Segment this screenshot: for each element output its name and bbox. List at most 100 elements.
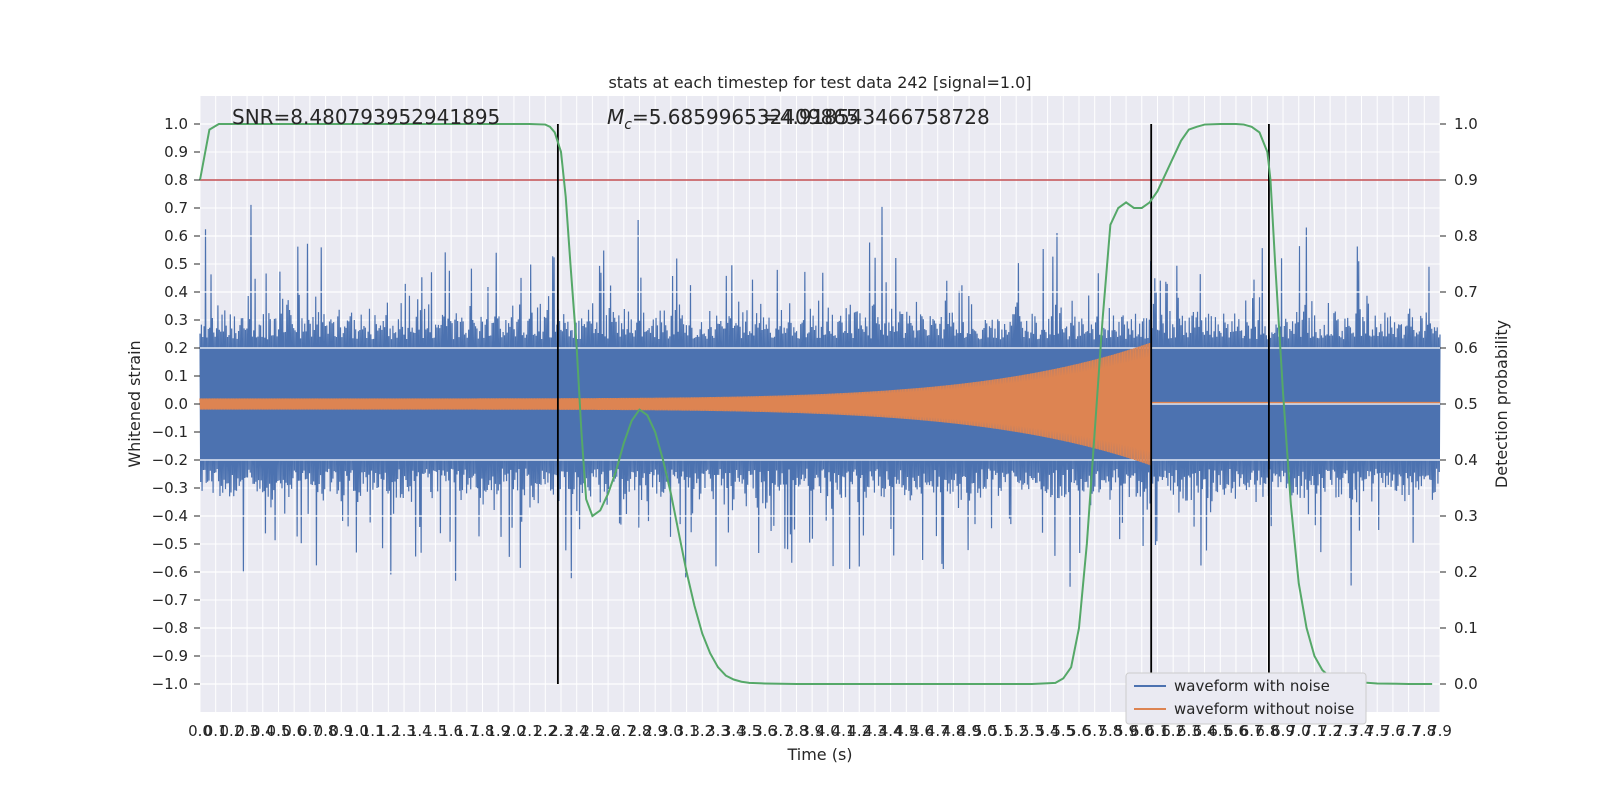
x-tick-label: 7.2 (1318, 722, 1342, 740)
x-tick-label: 6.4 (1193, 722, 1217, 740)
clean-trace (199, 342, 1440, 466)
y-tick-label-right: 0.9 (1454, 171, 1478, 189)
x-tick-label: 5.8 (1098, 722, 1122, 740)
x-tick-label: 1.9 (486, 722, 510, 740)
x-tick-label: 3.0 (659, 722, 683, 740)
y-tick-label-left: 0.1 (164, 367, 188, 385)
x-tick-label: 5.9 (1114, 722, 1138, 740)
y-tick-label-right: 0.5 (1454, 395, 1478, 413)
y-axis-label-left: Whitened strain (125, 340, 144, 467)
x-tick-label: 7.3 (1334, 722, 1358, 740)
x-tick-label: 5.5 (1051, 722, 1075, 740)
x-tick-label: 0.9 (329, 722, 353, 740)
y-tick-label-left: −0.3 (152, 479, 188, 497)
x-tick-label: 2.4 (565, 722, 589, 740)
y-tick-label-right: 0.0 (1454, 675, 1478, 693)
y-axis-label-right: Detection probability (1492, 320, 1511, 488)
x-tick-label: 2.0 (502, 722, 526, 740)
legend-label-clean: waveform without noise (1174, 700, 1354, 718)
x-tick-label: 2.7 (612, 722, 636, 740)
x-tick-label: 3.7 (769, 722, 793, 740)
y-tick-label-left: 0.0 (164, 395, 188, 413)
x-tick-label: 7.0 (1287, 722, 1311, 740)
x-tick-label: 5.1 (989, 722, 1013, 740)
chirp-mass-symbol: M (607, 105, 624, 129)
x-tick-label: 7.7 (1397, 722, 1421, 740)
y-tick-label-left: 0.2 (164, 339, 188, 357)
x-tick-label: 3.3 (706, 722, 730, 740)
x-tick-label: 4.4 (879, 722, 903, 740)
chirp-mass-value: =5.685996532409865 (632, 105, 859, 129)
x-tick-label: 4.9 (957, 722, 981, 740)
x-tick-label: 7.5 (1365, 722, 1389, 740)
y-tick-labels-left: −1.0 −0.9 −0.8 −0.7 −0.6 −0.5 −0.4 −0.3 −0.2 −0.1… (152, 115, 200, 693)
x-tick-label: 7.8 (1412, 722, 1436, 740)
x-tick-label: 1.3 (392, 722, 416, 740)
x-tick-label: 1.6 (439, 722, 463, 740)
x-tick-label: 1.8 (471, 722, 495, 740)
x-tick-label: 4.6 (910, 722, 934, 740)
legend-box (1125, 672, 1367, 725)
chirp-mass-overlap: =4.918543466758728 (763, 105, 990, 129)
x-tick-label: 2.6 (596, 722, 620, 740)
y-tick-label-left: −0.7 (152, 591, 188, 609)
y-tick-label-left: −0.6 (152, 563, 188, 581)
x-tick-label: 4.2 (847, 722, 871, 740)
x-tick-label: 3.8 (785, 722, 809, 740)
x-tick-label: 4.8 (941, 722, 965, 740)
y-tick-label-left: −1.0 (152, 675, 188, 693)
x-tick-label: 4.3 (863, 722, 887, 740)
x-tick-label: 0.0 (188, 722, 212, 740)
x-tick-label: 7.6 (1381, 722, 1405, 740)
y-tick-label-left: 0.6 (164, 227, 188, 245)
legend-label-noise: waveform with noise (1174, 677, 1330, 695)
x-tick-label: 5.4 (1036, 722, 1060, 740)
y-tick-label-right: 0.1 (1454, 619, 1478, 637)
y-tick-label-left: 0.7 (164, 199, 188, 217)
y-tick-label-left: −0.5 (152, 535, 188, 553)
x-tick-label: 0.4 (251, 722, 275, 740)
x-tick-label: 6.2 (1161, 722, 1185, 740)
x-tick-label: 4.7 (926, 722, 950, 740)
y-tick-label-left: 0.3 (164, 311, 188, 329)
x-tick-label: 2.5 (580, 722, 604, 740)
y-tick-label-left: 0.9 (164, 143, 188, 161)
y-tick-labels-right: 0.0 0.1 0.2 0.3 0.4 0.5 0.6 0.7 0.8 0.9 1.0 (1440, 115, 1478, 693)
y-tick-label-left: −0.2 (152, 451, 188, 469)
y-tick-label-right: 0.2 (1454, 563, 1478, 581)
y-tick-label-left: 0.8 (164, 171, 188, 189)
x-tick-label: 0.1 (204, 722, 228, 740)
chart-title: stats at each timestep for test data 242… (608, 73, 1031, 92)
legend: waveform with noise waveform without noi… (1125, 672, 1367, 725)
x-tick-label: 6.7 (1240, 722, 1264, 740)
x-tick-label: 4.5 (894, 722, 918, 740)
y-tick-label-right: 1.0 (1454, 115, 1478, 133)
x-tick-labels: 0.00.10.20.30.40.50.60.70.80.91.01.11.21… (188, 722, 1452, 740)
probability-trace (199, 123, 1433, 685)
x-tick-label: 1.4 (408, 722, 432, 740)
x-tick-label: 6.1 (1146, 722, 1170, 740)
y-tick-label-right: 0.7 (1454, 283, 1478, 301)
x-tick-label: 4.1 (832, 722, 856, 740)
snr-annotation: SNR=8.480793952941895 (232, 105, 500, 129)
y-tick-label-left: −0.8 (152, 619, 188, 637)
series-waveform-without-noise (199, 342, 1440, 466)
event-lines (556, 124, 1270, 684)
x-tick-label: 0.5 (267, 722, 291, 740)
y-tick-label-right: 0.4 (1454, 451, 1478, 469)
y-tick-label-left: 0.4 (164, 283, 188, 301)
y-tick-label-right: 0.6 (1454, 339, 1478, 357)
x-axis-label: Time (s) (786, 745, 852, 764)
x-tick-label: 6.3 (1177, 722, 1201, 740)
x-tick-label: 5.3 (1020, 722, 1044, 740)
x-tick-label: 3.9 (800, 722, 824, 740)
x-tick-label: 3.6 (753, 722, 777, 740)
x-tick-label: 2.8 (628, 722, 652, 740)
x-tick-label: 1.2 (376, 722, 400, 740)
x-tick-label: 1.7 (455, 722, 479, 740)
x-tick-label: 6.0 (1130, 722, 1154, 740)
x-tick-label: 6.8 (1255, 722, 1279, 740)
x-tick-label: 2.3 (549, 722, 573, 740)
x-tick-label: 1.5 (424, 722, 448, 740)
